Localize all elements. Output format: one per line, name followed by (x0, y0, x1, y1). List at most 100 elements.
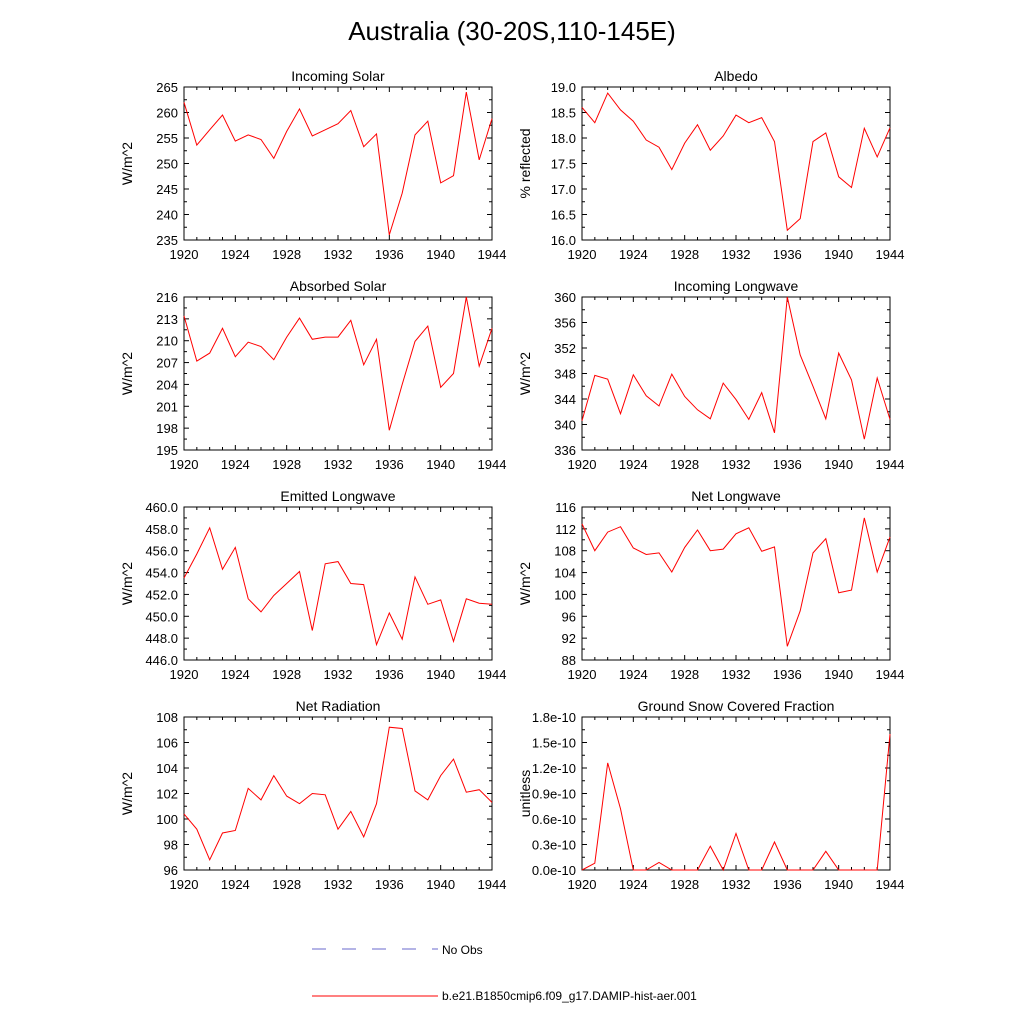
y-axis-label: W/m^2 (119, 352, 135, 395)
x-tick-label: 1928 (272, 247, 301, 262)
y-tick-label: 352 (554, 341, 576, 356)
panel-incoming-longwave: Incoming Longwave W/m^2 1920 1924 1928 1932 19… (517, 278, 904, 472)
y-tick-label: 255 (156, 131, 178, 146)
x-tick-label: 1920 (170, 457, 199, 472)
y-tick-label: 344 (554, 392, 576, 407)
y-tick-label: 454.0 (145, 566, 178, 581)
x-tick-label: 1940 (426, 667, 455, 682)
x-tick-label: 1944 (478, 457, 507, 472)
x-tick-label: 1928 (272, 667, 301, 682)
x-tick-label: 1932 (722, 667, 751, 682)
x-tick-label: 1920 (568, 247, 597, 262)
x-tick-label: 1924 (221, 667, 250, 682)
y-tick-label: 18.0 (551, 131, 576, 146)
x-tick-label: 1940 (824, 247, 853, 262)
x-tick-label: 1924 (221, 877, 250, 892)
panel-title: Incoming Longwave (674, 278, 799, 294)
y-tick-label: 235 (156, 233, 178, 248)
x-tick-label: 1936 (375, 877, 404, 892)
x-tick-label: 1932 (324, 457, 353, 472)
plot-frame (581, 296, 891, 451)
panel-albedo: Albedo % reflected 1920 1924 1928 1932 1936 194… (517, 68, 904, 262)
x-tick-label: 1940 (824, 667, 853, 682)
y-axis-label: W/m^2 (517, 562, 533, 605)
y-tick-label: 446.0 (145, 653, 178, 668)
plot-frame (183, 86, 493, 241)
y-tick-label: 213 (156, 312, 178, 327)
y-tick-label: 17.0 (551, 182, 576, 197)
y-tick-label: 100 (156, 812, 178, 827)
y-tick-label: 456.0 (145, 544, 178, 559)
y-tick-label: 18.5 (551, 106, 576, 121)
x-tick-label: 1920 (568, 667, 597, 682)
x-tick-label: 1920 (170, 877, 199, 892)
y-axis-label: W/m^2 (517, 352, 533, 395)
x-tick-label: 1920 (568, 457, 597, 472)
y-tick-label: 88 (562, 653, 576, 668)
y-tick-label: 96 (164, 863, 178, 878)
x-tick-label: 1944 (876, 457, 905, 472)
x-tick-label: 1944 (478, 247, 507, 262)
plot-frame (581, 86, 891, 241)
x-tick-label: 1940 (426, 247, 455, 262)
y-tick-label: 360 (554, 290, 576, 305)
y-tick-label: 0.6e-10 (532, 812, 576, 827)
panel-net-longwave: Net Longwave W/m^2 1920 1924 1928 1932 1936 194… (517, 488, 904, 682)
y-tick-label: 19.0 (551, 80, 576, 95)
y-tick-label: 1.5e-10 (532, 736, 576, 751)
x-tick-label: 1928 (272, 877, 301, 892)
x-tick-label: 1936 (773, 457, 802, 472)
y-tick-label: 210 (156, 334, 178, 349)
x-tick-label: 1932 (324, 667, 353, 682)
y-tick-label: 1.8e-10 (532, 710, 576, 725)
x-tick-label: 1932 (324, 247, 353, 262)
y-tick-label: 452.0 (145, 587, 178, 602)
x-tick-label: 1936 (375, 667, 404, 682)
x-tick-label: 1936 (375, 457, 404, 472)
y-axis-label: W/m^2 (119, 772, 135, 815)
figure-title: Australia (30-20S,110-145E) (348, 16, 676, 46)
y-tick-label: 0.3e-10 (532, 838, 576, 853)
panel-incoming-solar: Incoming Solar W/m^2 1920 1924 1928 1932 1936 1… (119, 68, 506, 262)
legend-model-label: b.e21.B1850cmip6.f09_g17.DAMIP-hist-aer.… (442, 989, 697, 1003)
x-tick-label: 1928 (670, 247, 699, 262)
x-tick-label: 1924 (221, 457, 250, 472)
y-tick-label: 460.0 (145, 500, 178, 515)
plot-frame (183, 296, 493, 451)
x-tick-label: 1924 (619, 457, 648, 472)
y-tick-label: 240 (156, 208, 178, 223)
y-tick-label: 340 (554, 418, 576, 433)
series-line (183, 526, 493, 647)
x-tick-label: 1924 (221, 247, 250, 262)
y-tick-label: 92 (562, 631, 576, 646)
y-tick-label: 250 (156, 157, 178, 172)
x-tick-label: 1944 (478, 877, 507, 892)
series-line (581, 733, 891, 872)
y-tick-label: 265 (156, 80, 178, 95)
series-line (581, 92, 891, 232)
y-tick-label: 356 (554, 316, 576, 331)
x-tick-label: 1920 (170, 247, 199, 262)
y-tick-label: 348 (554, 367, 576, 382)
y-tick-label: 102 (156, 787, 178, 802)
panel-ground-snow-covered-fraction: Ground Snow Covered Fraction unitless 1920… (517, 698, 904, 892)
y-tick-label: 0.0e-10 (532, 863, 576, 878)
x-tick-label: 1920 (170, 667, 199, 682)
y-axis-label: unitless (517, 770, 533, 817)
y-tick-label: 98 (164, 838, 178, 853)
series-line (183, 92, 493, 236)
y-tick-label: 201 (156, 399, 178, 414)
series-line (581, 517, 891, 647)
panel-title: Absorbed Solar (290, 278, 387, 294)
x-tick-label: 1940 (824, 877, 853, 892)
y-tick-label: 448.0 (145, 631, 178, 646)
legend: No Obs b.e21.B1850cmip6.f09_g17.DAMIP-hi… (312, 943, 697, 1003)
y-tick-label: 16.5 (551, 208, 576, 223)
y-tick-label: 1.2e-10 (532, 761, 576, 776)
y-tick-label: 108 (156, 710, 178, 725)
x-tick-label: 1928 (670, 457, 699, 472)
x-tick-label: 1932 (722, 247, 751, 262)
y-tick-label: 108 (554, 544, 576, 559)
x-tick-label: 1928 (670, 877, 699, 892)
